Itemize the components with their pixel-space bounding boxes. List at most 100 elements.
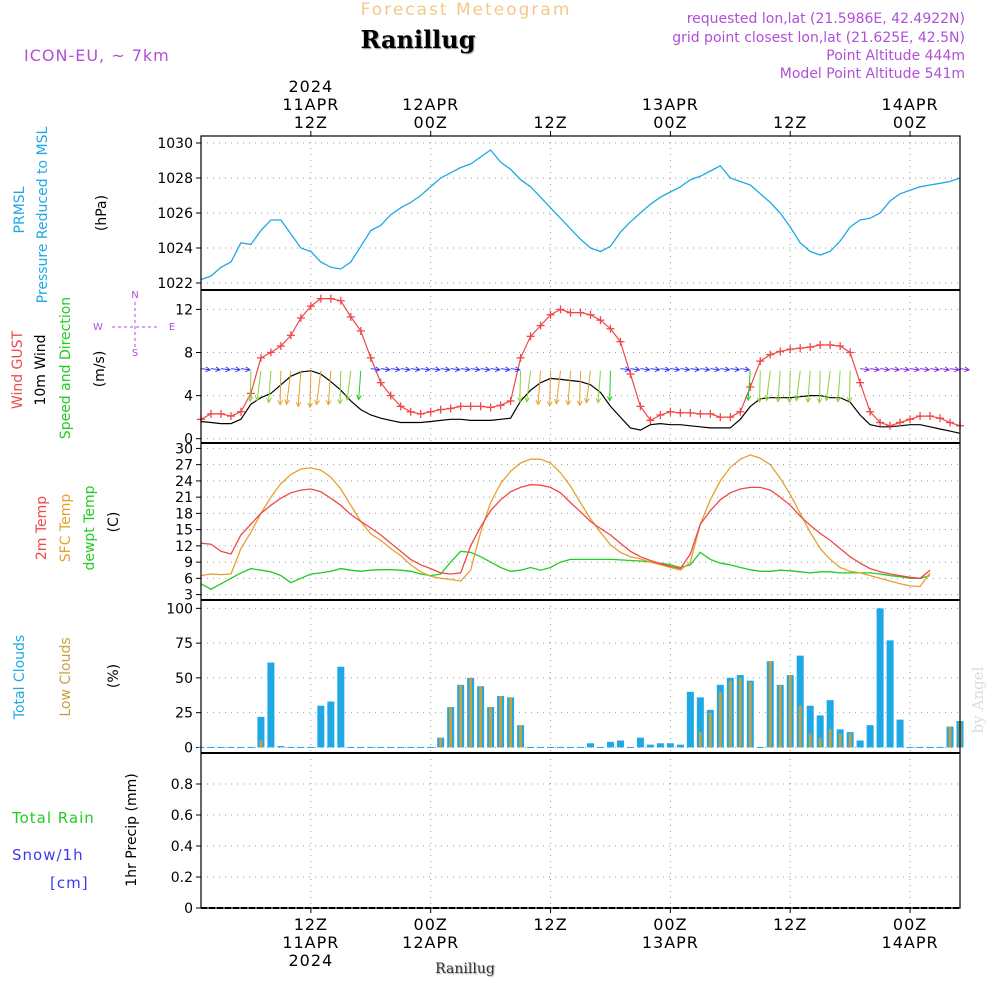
top-axis-label: 14APR bbox=[882, 95, 939, 114]
gust-marker bbox=[506, 396, 515, 405]
gust-marker bbox=[256, 353, 265, 362]
wind-direction-arrow bbox=[380, 368, 390, 371]
wind-arrow-head bbox=[846, 396, 853, 403]
wind-arrow-head bbox=[504, 366, 511, 373]
wind-panel: 0 4 8 12 bbox=[175, 290, 971, 448]
low-cloud-bar bbox=[848, 733, 852, 748]
gust-marker bbox=[416, 409, 425, 418]
wind-arrow-head bbox=[786, 397, 793, 404]
wind-direction-arrow bbox=[919, 368, 930, 371]
wind-arrow-head bbox=[325, 399, 332, 406]
wind-direction-arrow bbox=[900, 368, 910, 371]
wind-direction-arrow bbox=[370, 368, 380, 371]
wind-arrow-head bbox=[554, 398, 560, 405]
gust-marker bbox=[426, 407, 435, 416]
temp-ytick-label: 18 bbox=[175, 506, 193, 522]
wind-direction-arrow bbox=[316, 370, 322, 405]
wind-arrow-head bbox=[307, 402, 313, 409]
wind-direction-arrow bbox=[777, 370, 781, 402]
total-cloud-bar bbox=[866, 725, 874, 748]
wind-direction-arrow bbox=[346, 370, 352, 401]
wind-direction-arrow bbox=[420, 368, 430, 371]
wind-direction-arrow bbox=[220, 368, 231, 371]
total-cloud-bar bbox=[886, 640, 894, 748]
low-cloud-bar bbox=[439, 737, 443, 748]
gust-marker bbox=[796, 344, 805, 353]
gust-marker bbox=[236, 407, 245, 416]
top-axis-label: 12Z bbox=[773, 113, 807, 132]
temp2m-line bbox=[200, 484, 931, 579]
wind-direction-arrow bbox=[268, 370, 272, 403]
clouds-panel: 0 25 50 75 100 bbox=[166, 600, 964, 756]
gust-marker bbox=[466, 402, 475, 411]
wind-arrow-head bbox=[664, 366, 671, 373]
wind-direction-arrow bbox=[747, 370, 751, 401]
bottom-axis-label: 00Z bbox=[414, 915, 448, 934]
wind-direction-arrow bbox=[720, 368, 730, 371]
clouds-ytick-label: 0 bbox=[184, 740, 193, 756]
gust-marker bbox=[856, 378, 865, 387]
precip-label-rain: Total Rain bbox=[11, 809, 95, 827]
gust-marker bbox=[356, 326, 365, 335]
pressure-ytick-label: 1022 bbox=[157, 276, 193, 292]
gust-marker bbox=[376, 378, 385, 387]
wind-arrow-head bbox=[424, 366, 431, 373]
wind-direction-arrow bbox=[230, 368, 241, 371]
wind-direction-arrow bbox=[650, 368, 660, 371]
wind-direction-arrow bbox=[825, 370, 831, 401]
wind-direction-arrow bbox=[758, 370, 761, 403]
total-cloud-bar bbox=[257, 716, 265, 748]
location-title: Ranillug bbox=[360, 25, 475, 54]
wind-arrow-head bbox=[805, 397, 812, 404]
gust-marker bbox=[406, 407, 415, 416]
gust-marker bbox=[646, 416, 655, 425]
wind-arrow-head bbox=[835, 396, 842, 403]
temp-ytick-label: 30 bbox=[175, 441, 193, 457]
compass-east: E bbox=[169, 322, 175, 333]
total-cloud-bar bbox=[696, 697, 704, 748]
pressure-label-prmsl: PRMSL bbox=[12, 186, 28, 233]
gust-marker bbox=[586, 310, 595, 319]
wind-direction-arrow bbox=[555, 370, 562, 404]
temp-label-dewpt: dewpt Temp bbox=[82, 485, 98, 570]
temp-ytick-label: 6 bbox=[184, 571, 193, 587]
wind-direction-arrow bbox=[788, 370, 791, 403]
wind-ytick-label: 8 bbox=[184, 345, 193, 361]
gust-marker bbox=[316, 294, 325, 303]
top-axis-label: 00Z bbox=[414, 113, 448, 132]
compass-west: W bbox=[93, 322, 103, 333]
wind-arrow-head bbox=[484, 366, 491, 373]
wind-label-speed-dir: Speed and Direction bbox=[58, 297, 74, 439]
compass-icon: N S W E bbox=[93, 290, 175, 359]
top-axis-label: 12Z bbox=[294, 113, 328, 132]
clouds-ytick-label: 100 bbox=[166, 601, 193, 617]
low-cloud-bar bbox=[838, 733, 842, 748]
wind-arrow-head bbox=[584, 397, 590, 404]
bottom-axis-label: 00Z bbox=[893, 915, 927, 934]
wind-arrow-head bbox=[535, 399, 542, 406]
wind-ytick-label: 12 bbox=[175, 302, 193, 318]
gust-marker bbox=[756, 357, 765, 366]
wind-direction-arrow bbox=[579, 370, 581, 406]
precip-ytick-label: 0.8 bbox=[171, 777, 193, 793]
gust-marker bbox=[826, 340, 835, 349]
wind-direction-arrow bbox=[309, 370, 312, 408]
total-cloud-bar bbox=[317, 705, 325, 748]
gust-marker bbox=[456, 402, 465, 411]
gust-marker bbox=[926, 412, 935, 421]
wind-arrow-head bbox=[634, 366, 641, 373]
gust-marker bbox=[906, 415, 915, 424]
wind-arrow-head bbox=[824, 395, 830, 402]
gust-marker bbox=[296, 314, 305, 323]
wind-unit-label: (m/s) bbox=[92, 351, 108, 388]
wind-arrow-head bbox=[964, 366, 971, 373]
wind-arrow-head bbox=[734, 366, 741, 373]
wind-direction-arrow bbox=[537, 370, 542, 405]
wind-ytick-label: 0 bbox=[184, 432, 193, 448]
gust-marker bbox=[916, 412, 925, 421]
wind-direction-arrow bbox=[440, 368, 450, 371]
gust-marker bbox=[886, 421, 895, 430]
